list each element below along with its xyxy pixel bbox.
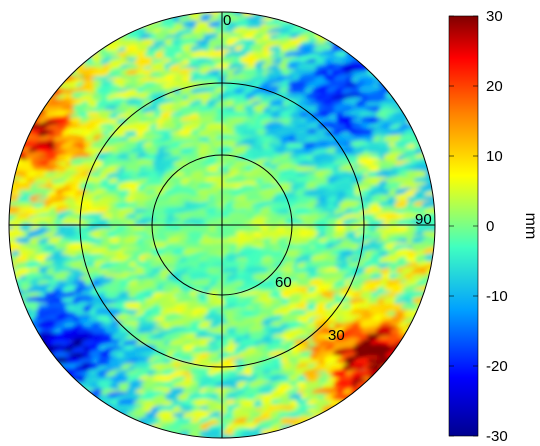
colorbar-tick-label: 10 <box>486 148 503 165</box>
colorbar-unit-label: mm <box>522 213 539 240</box>
polar-grid <box>8 11 436 439</box>
radius-label-30: 30 <box>328 327 345 344</box>
colorbar: 30 20 10 0 -10 -20 -30 mm <box>448 8 539 445</box>
heat-cell <box>278 429 301 438</box>
colorbar-tick-label: -30 <box>486 428 508 445</box>
heat-cell <box>343 393 365 404</box>
heat-cell <box>278 243 298 251</box>
heatmap-field <box>9 12 435 438</box>
heat-cell <box>421 213 435 221</box>
radius-label-60: 60 <box>275 274 292 291</box>
colorbar-tick-label: -20 <box>486 358 508 375</box>
angle-label-90: 90 <box>415 211 432 228</box>
heat-cell <box>377 81 402 88</box>
heatmap-disk <box>9 12 435 438</box>
heat-cell <box>337 405 354 414</box>
colorbar-tick-label: -10 <box>486 288 508 305</box>
colorbar-tick-label: 30 <box>486 8 503 25</box>
angle-label-0: 0 <box>223 12 231 29</box>
colorbar-ticks: 30 20 10 0 -10 -20 -30 <box>449 8 508 445</box>
heat-cell <box>422 230 435 239</box>
colorbar-tick-label: 0 <box>486 218 494 235</box>
colorbar-tick-label: 20 <box>486 78 503 95</box>
